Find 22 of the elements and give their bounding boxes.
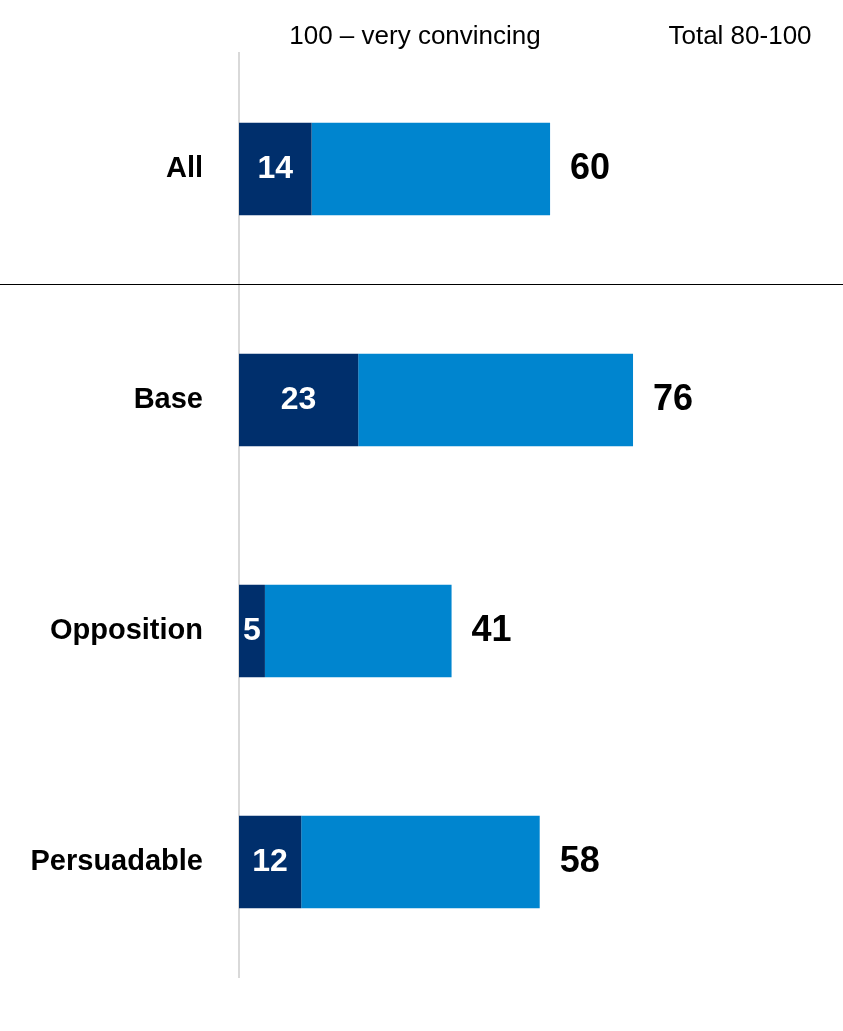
bar [264, 584, 452, 678]
y-tick-label: Base [133, 381, 203, 414]
total-label: 41 [471, 607, 512, 649]
y-tick-label: All [165, 150, 203, 183]
bar [239, 584, 265, 678]
bar [358, 353, 634, 447]
data-label: 5 [243, 610, 261, 647]
y-tick-label: Opposition [49, 613, 203, 646]
total-label: 58 [559, 839, 600, 880]
bar [311, 122, 551, 216]
bar [239, 122, 312, 216]
text: Total 80-100 [668, 20, 812, 51]
data-label: 23 [280, 379, 317, 416]
data-label: 12 [252, 841, 288, 878]
text: 100 – very convincing [289, 20, 541, 51]
bar [301, 815, 540, 909]
bar [239, 353, 359, 447]
y-tick-label: Persuadable [30, 844, 203, 877]
data-label: 14 [257, 148, 294, 185]
total-label: 76 [653, 376, 694, 418]
bar [239, 815, 302, 909]
total-label: 60 [570, 145, 611, 187]
